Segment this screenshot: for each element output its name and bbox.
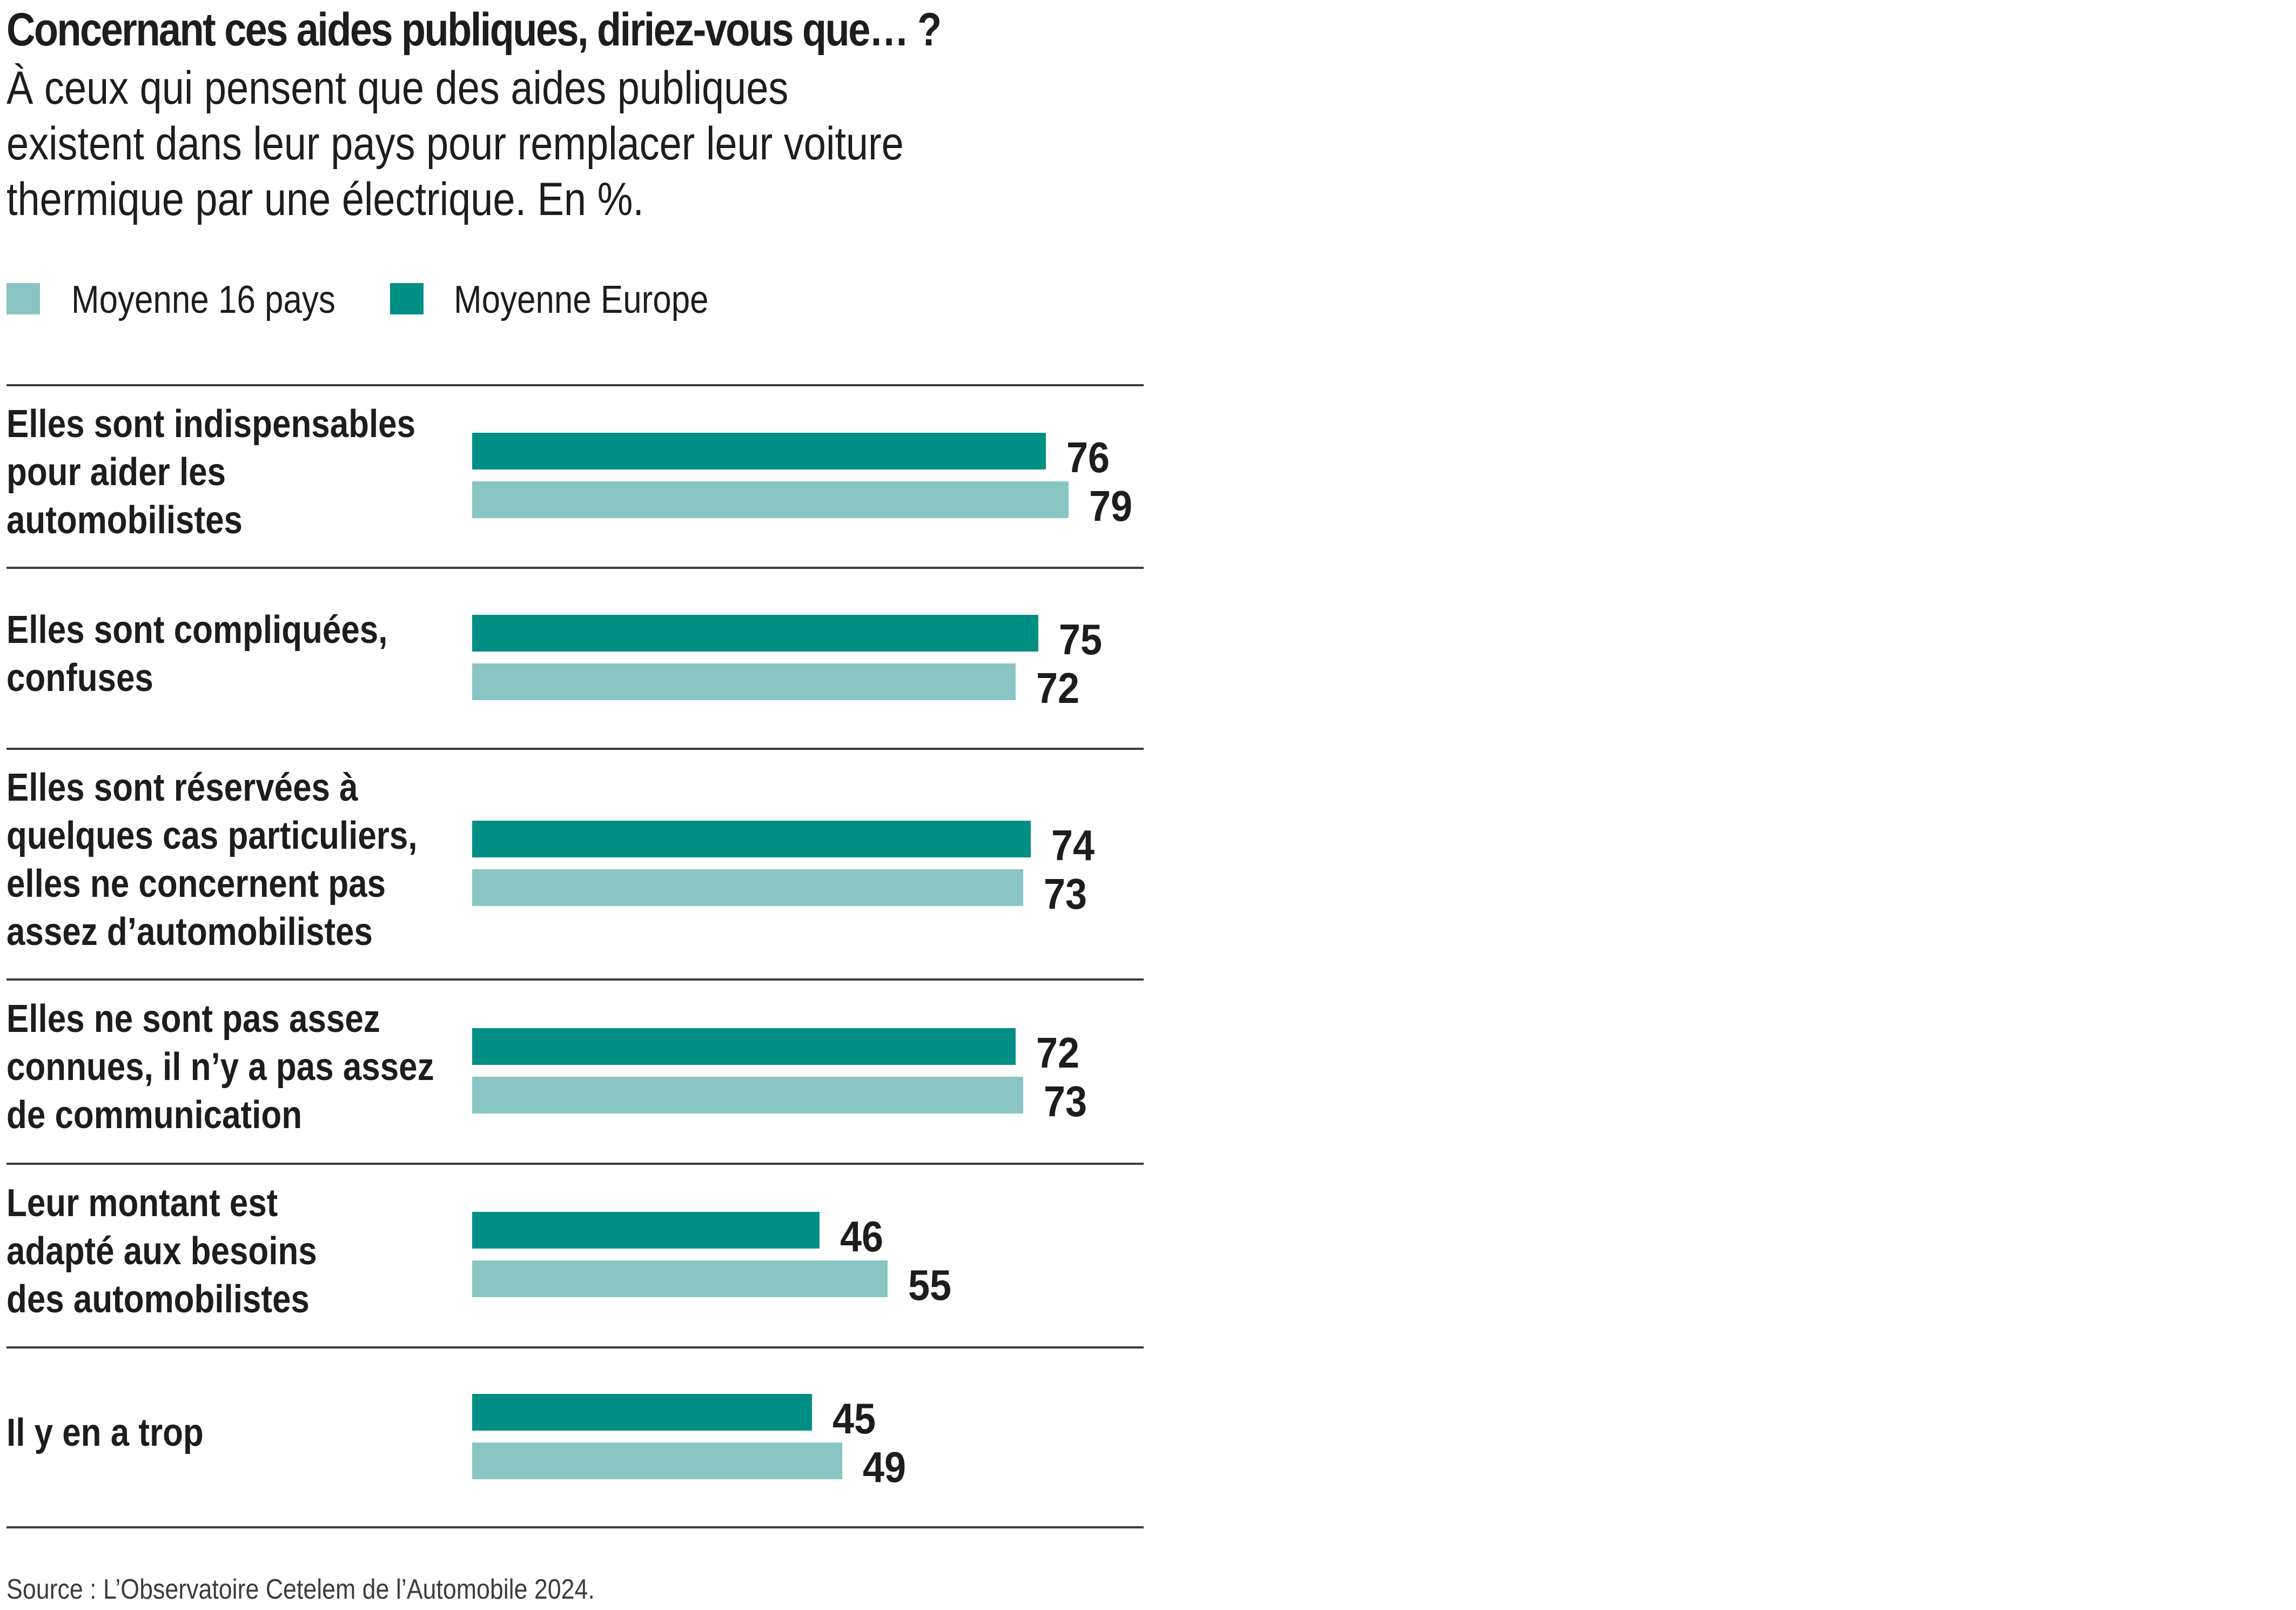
- bar-16-pays: [472, 481, 1069, 518]
- data-label-16-pays: 72: [1036, 663, 1080, 712]
- chart-title: Concernant ces aides publiques, diriez-v…: [6, 4, 942, 56]
- source-note: Source : L’Observatoire Cetelem de l’Aut…: [6, 1574, 595, 1605]
- category-label: Elles ne sont pas assez connues, il n’y …: [6, 997, 434, 1137]
- bar-16-pays: [472, 1442, 842, 1479]
- subtitle-line: thermique par une électrique. En %.: [6, 173, 644, 225]
- divider-rule: [6, 1526, 1144, 1528]
- divider-rule: [6, 978, 1144, 981]
- category-label: Il y en a trop: [6, 1411, 204, 1454]
- category-label: Elles sont indispensables pour aider les…: [6, 402, 416, 542]
- data-label-europe: 75: [1059, 615, 1103, 663]
- divider-rule: [6, 384, 1144, 386]
- bar-europe: [472, 433, 1046, 469]
- divider-rule: [6, 1346, 1144, 1349]
- category-label: Elles sont compliquées, confuses: [6, 608, 388, 700]
- legend-swatch-16-pays: [6, 283, 40, 314]
- bar-16-pays: [472, 869, 1024, 906]
- bar-16-pays: [472, 663, 1016, 700]
- bar-16-pays: [472, 1260, 888, 1297]
- chart-subtitle: À ceux qui pensent que des aides publiqu…: [6, 61, 1075, 227]
- bar-europe: [472, 1393, 812, 1431]
- subtitle-line: À ceux qui pensent que des aides publiqu…: [6, 62, 789, 114]
- data-label-16-pays: 79: [1089, 482, 1133, 530]
- data-label-europe: 76: [1066, 433, 1110, 481]
- data-label-europe: 46: [840, 1212, 883, 1260]
- data-label-europe: 45: [832, 1394, 876, 1443]
- data-label-europe: 74: [1051, 821, 1095, 869]
- bar-europe: [472, 820, 1031, 857]
- bar-16-pays: [472, 1076, 1024, 1113]
- legend-swatch-europe: [390, 283, 424, 314]
- subtitle-line: existent dans leur pays pour remplacer l…: [6, 118, 904, 170]
- legend-label-16-pays: Moyenne 16 pays: [71, 278, 335, 321]
- data-label-16-pays: 49: [862, 1443, 906, 1491]
- bar-europe: [472, 614, 1039, 652]
- category-label: Leur montant est adapté aux besoins des …: [6, 1181, 317, 1321]
- divider-rule: [6, 748, 1144, 750]
- data-label-16-pays: 73: [1044, 869, 1087, 918]
- data-label-16-pays: 73: [1044, 1077, 1087, 1125]
- divider-rule: [6, 567, 1144, 569]
- category-label: Elles sont réservées à quelques cas part…: [6, 766, 418, 954]
- divider-rule: [6, 1163, 1144, 1165]
- legend-label-europe: Moyenne Europe: [454, 278, 709, 321]
- data-label-europe: 72: [1036, 1028, 1080, 1077]
- bar-europe: [472, 1028, 1016, 1065]
- bar-europe: [472, 1212, 820, 1249]
- data-label-16-pays: 55: [908, 1261, 951, 1309]
